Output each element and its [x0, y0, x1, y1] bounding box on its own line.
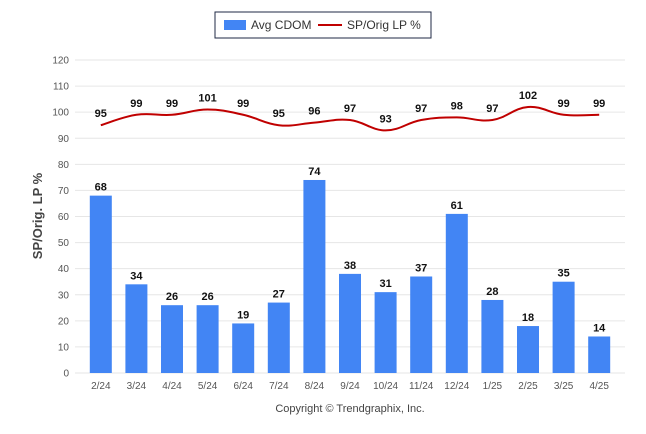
x-tick-label: 4/24 — [162, 381, 182, 392]
y-tick-label: 40 — [58, 264, 70, 275]
bar — [161, 305, 183, 373]
y-tick-label: 20 — [58, 316, 70, 327]
bar-data-label: 34 — [130, 270, 143, 282]
line-data-label: 96 — [308, 106, 320, 118]
bar — [125, 284, 148, 373]
bar — [552, 281, 575, 373]
y-tick-label: 90 — [58, 134, 70, 145]
bar-data-label: 35 — [557, 268, 569, 280]
line-data-label: 99 — [593, 98, 605, 110]
line-data-label: 102 — [519, 90, 537, 102]
bar — [232, 323, 255, 373]
bar — [196, 305, 219, 373]
legend: Avg CDOM SP/Orig LP % — [214, 11, 432, 39]
x-axis-ticks: 2/24 3/24 4/24 5/24 6/24 7/24 8/24 9/24 10/24 11/… — [91, 381, 609, 392]
y-axis-title: SP/Orig. LP % — [30, 172, 45, 259]
copyright-footer: Copyright © Trendgraphix, Inc. — [275, 403, 424, 415]
bar-data-label: 31 — [379, 278, 391, 290]
bar-data-label: 26 — [166, 291, 178, 303]
bar — [374, 292, 397, 373]
bar-data-label: 68 — [95, 182, 107, 194]
bar-data-label: 28 — [486, 286, 498, 298]
x-tick-label: 9/24 — [340, 381, 360, 392]
x-tick-label: 12/24 — [444, 381, 469, 392]
y-tick-label: 30 — [58, 290, 70, 301]
line-data-label: 93 — [379, 113, 391, 125]
line-data-label: 95 — [273, 108, 285, 120]
y-axis-ticks: 0 10 20 30 40 50 60 70 80 90 100 110 120 — [52, 56, 69, 380]
line-data-label: 99 — [237, 98, 249, 110]
x-tick-label: 8/24 — [305, 381, 325, 392]
line-data-label: 98 — [451, 100, 463, 112]
line-data-label: 101 — [198, 93, 216, 105]
bar-data-label: 19 — [237, 309, 249, 321]
x-tick-label: 2/24 — [91, 381, 111, 392]
legend-label-bar: Avg CDOM — [251, 18, 311, 32]
x-tick-label: 2/25 — [518, 381, 538, 392]
x-tick-label: 3/25 — [554, 381, 574, 392]
bar-data-label: 27 — [273, 289, 285, 301]
legend-label-line: SP/Orig LP % — [347, 18, 421, 32]
bar-data-label: 18 — [522, 312, 534, 324]
x-tick-label: 6/24 — [233, 381, 253, 392]
bar — [445, 213, 468, 373]
line-data-label: 99 — [130, 98, 142, 110]
bar — [267, 302, 290, 373]
bar-data-label: 37 — [415, 262, 427, 274]
y-tick-label: 100 — [52, 108, 69, 119]
line-data-label: 97 — [486, 103, 498, 115]
y-tick-label: 110 — [53, 82, 69, 93]
y-tick-label: 120 — [52, 56, 69, 67]
bar-data-label: 26 — [201, 291, 213, 303]
line-path — [100, 105, 600, 132]
y-tick-label: 50 — [58, 238, 70, 249]
bar — [588, 336, 611, 373]
line-series — [100, 105, 600, 132]
line-data-labels: 95 99 99 101 99 95 96 97 93 97 98 97 102 99 99 — [95, 90, 606, 125]
x-tick-label: 4/25 — [589, 381, 609, 392]
bar-series — [89, 179, 611, 373]
bar — [303, 179, 326, 373]
x-tick-label: 5/24 — [198, 381, 218, 392]
bar-data-label: 38 — [344, 260, 356, 272]
bar-data-label: 14 — [593, 322, 606, 334]
line-data-label: 99 — [557, 98, 569, 110]
bar-data-label: 74 — [308, 166, 321, 178]
x-tick-label: 11/24 — [409, 381, 434, 392]
bar-data-label: 61 — [451, 200, 463, 212]
bar — [481, 299, 504, 373]
y-tick-label: 60 — [58, 212, 70, 223]
bar — [339, 273, 361, 373]
x-tick-label: 10/24 — [373, 381, 398, 392]
x-tick-label: 7/24 — [269, 381, 289, 392]
bar-data-labels: 68 34 26 26 19 27 74 38 31 37 61 28 18 35 14 — [95, 166, 607, 335]
x-tick-label: 1/25 — [483, 381, 503, 392]
y-tick-label: 80 — [58, 160, 70, 171]
bar — [517, 326, 539, 373]
line-data-label: 97 — [415, 103, 427, 115]
line-data-label: 95 — [95, 108, 107, 120]
line-data-label: 97 — [344, 103, 356, 115]
bar — [89, 195, 112, 373]
y-tick-label: 70 — [58, 186, 70, 197]
bar — [410, 276, 433, 373]
y-tick-label: 10 — [58, 342, 70, 353]
y-tick-label: 0 — [63, 369, 69, 380]
x-tick-label: 3/24 — [127, 381, 147, 392]
line-data-label: 99 — [166, 98, 178, 110]
legend-swatch-bar — [224, 20, 246, 30]
